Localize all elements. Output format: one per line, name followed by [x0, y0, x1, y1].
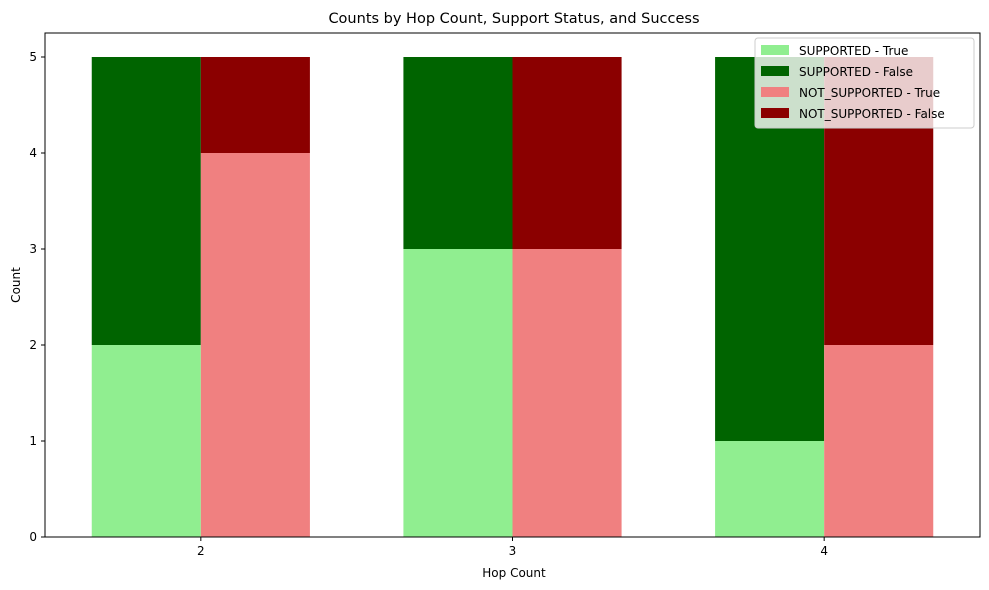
y-tick-label: 5 — [29, 50, 37, 64]
legend-swatch — [761, 45, 789, 55]
legend-label: NOT_SUPPORTED - False — [799, 107, 945, 121]
legend-label: SUPPORTED - False — [799, 65, 913, 79]
y-axis: 0 1 2 3 4 5 — [29, 50, 45, 544]
bar-supported-false-hop-3 — [403, 57, 513, 249]
legend-frame — [754, 37, 975, 129]
y-tick-label: 3 — [29, 242, 37, 256]
bar-not-supported-false-hop-3 — [512, 57, 622, 249]
bar-not-supported-true-hop-2 — [200, 153, 310, 537]
y-axis-label: Count — [9, 267, 23, 303]
bar-supported-false-hop-2 — [91, 57, 201, 345]
legend-label: SUPPORTED - True — [799, 44, 908, 58]
x-tick-label: 4 — [820, 544, 828, 558]
x-axis: 2 3 4 — [197, 537, 828, 558]
bars-layer — [91, 57, 934, 537]
legend-swatch — [761, 87, 789, 97]
legend-swatch — [761, 66, 789, 76]
x-tick-label: 2 — [197, 544, 205, 558]
chart-title: Counts by Hop Count, Support Status, and… — [328, 11, 699, 27]
legend: SUPPORTED - True SUPPORTED - False NOT_SUP… — [754, 37, 975, 129]
bar-not-supported-false-hop-2 — [200, 57, 310, 153]
y-tick-label: 4 — [29, 146, 37, 160]
x-axis-label: Hop Count — [482, 566, 546, 580]
legend-label: NOT_SUPPORTED - True — [799, 86, 940, 100]
y-tick-label: 0 — [29, 530, 37, 544]
legend-swatch — [761, 108, 789, 118]
bar-supported-true-hop-4 — [715, 441, 825, 537]
bar-not-supported-true-hop-4 — [824, 345, 934, 537]
y-tick-label: 1 — [29, 434, 37, 448]
y-tick-label: 2 — [29, 338, 37, 352]
bar-supported-true-hop-2 — [91, 345, 201, 537]
bar-supported-true-hop-3 — [403, 249, 513, 537]
bar-not-supported-true-hop-3 — [512, 249, 622, 537]
x-tick-label: 3 — [509, 544, 517, 558]
